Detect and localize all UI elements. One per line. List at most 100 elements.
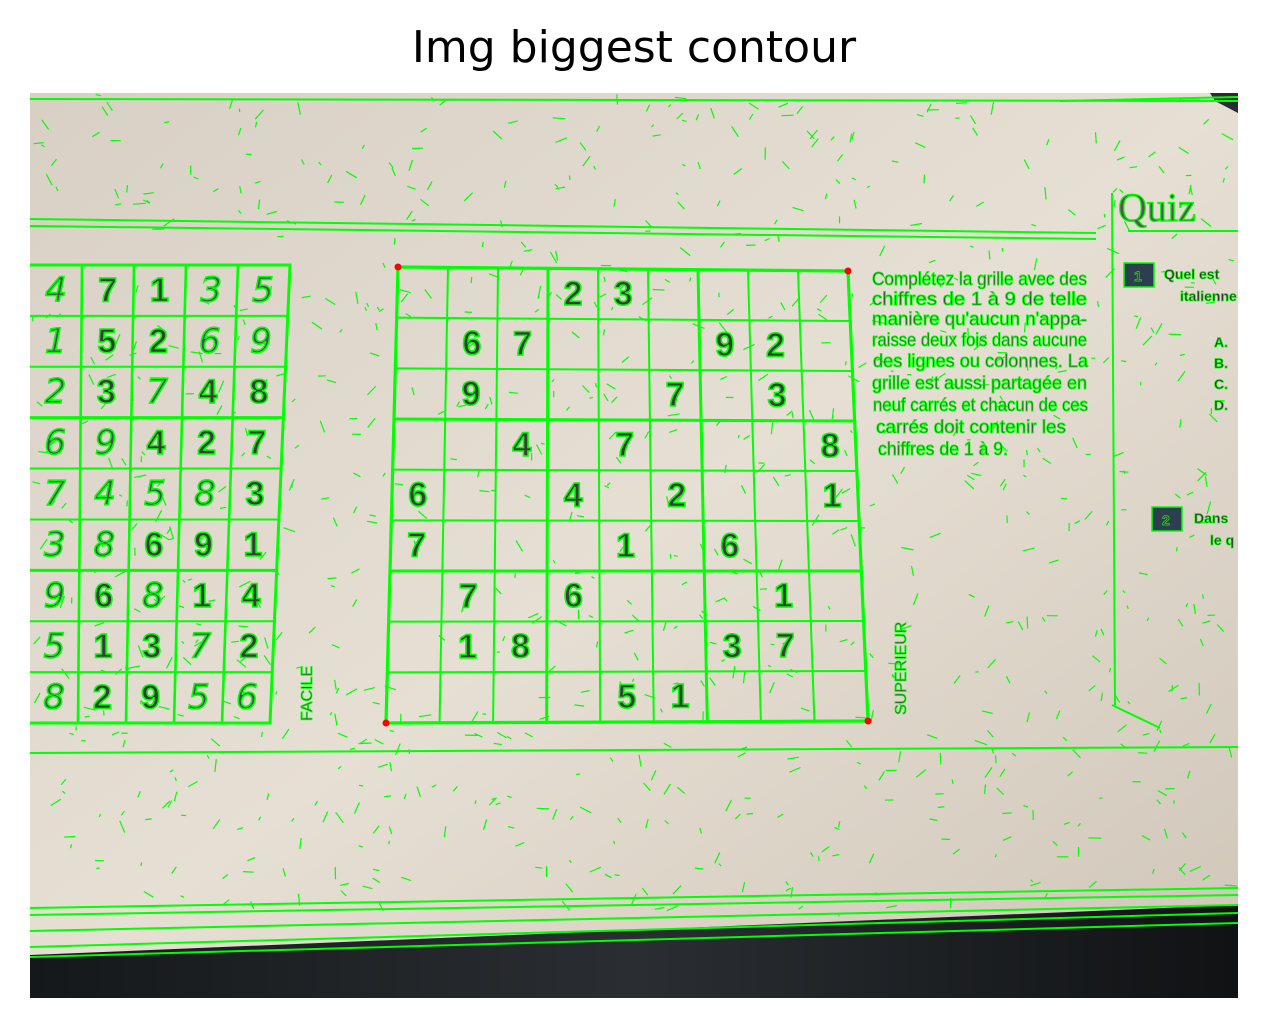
contour-speck [827,605,831,610]
contour-speck [816,308,822,312]
contour-speck [153,598,160,605]
left-cell-digit: 4 [147,424,166,462]
contour-speck [1100,692,1103,702]
contour-speck [178,605,185,609]
contour-speck [781,114,794,117]
contour-speck [366,385,377,396]
contour-speck [394,483,404,486]
contour-speck [916,114,924,117]
contour-speck [204,300,210,305]
contour-speck [62,790,66,795]
contour-speck [1159,657,1167,665]
label-facile: FACILE [299,666,316,721]
corner-bottom-left [382,719,390,727]
contour-speck [948,381,958,388]
contour-speck [1205,703,1212,714]
contour-speck [36,401,43,407]
contour-speck [654,906,665,910]
contour-speck [50,500,56,507]
left-cell-digit: 9 [250,321,272,361]
contour-speck [593,301,598,308]
contour-speck [555,186,566,190]
contour-speck [143,890,154,898]
contour-speck [724,464,727,474]
contour-speck [1163,828,1168,839]
contour-speck [196,623,202,626]
contour-speck [593,165,597,170]
contour-speck [619,681,625,690]
contour-speck [817,856,820,862]
contour-speck [891,474,899,484]
main-grid-hline [391,519,860,522]
main-cell-digit: 7 [776,627,795,665]
contour-speck [61,502,67,509]
contour-speck [157,325,167,333]
contour-speck [987,658,996,669]
contour-speck [372,701,381,705]
instruction-line: manière qu'aucun n'appa- [872,309,1087,329]
contour-speck [107,373,117,378]
contour-speck [808,409,815,421]
contour-speck [264,637,269,649]
contour-speck [358,784,364,787]
contour-speck [1046,139,1050,146]
contour-speck [507,795,512,799]
contour-speck [582,155,591,167]
contour-speck [774,219,778,225]
contour-speck [928,259,936,264]
contour-speck [731,126,739,138]
contour-speck [666,496,670,507]
contour-speck [237,209,242,214]
contour-speck [1023,159,1030,170]
page-edge-lines [30,96,1238,958]
contour-speck [549,251,558,264]
contour-speck [720,375,728,380]
contour-speck [1026,712,1031,723]
contour-speck [851,177,857,181]
contour-speck [1222,177,1225,183]
contour-speck [604,873,612,879]
contour-speck [339,328,343,333]
contour-speck [664,278,671,283]
contour-speck [382,262,386,268]
contour-speck [137,376,141,380]
contour-speck [953,675,961,684]
contour-speck [1030,882,1041,887]
contour-speck [1187,770,1191,779]
contour-speck [603,276,606,283]
contour-speck [114,334,121,346]
main-cell-digit: 1 [671,678,690,716]
contour-speck [242,319,246,326]
contour-speck [626,599,633,605]
main-cell-digit: 1 [823,477,842,515]
contour-speck [743,343,755,351]
contour-speck [180,895,185,898]
contour-speck [1146,617,1150,622]
contour-speck [718,322,728,333]
contour-speck [952,426,960,437]
main-cell-digit: 1 [774,577,793,615]
contour-speck [146,199,151,204]
contour-speck [574,572,581,574]
contour-speck [212,819,221,830]
contour-speck [413,540,417,548]
contour-speck [1177,618,1184,627]
instruction-line: chiffres de 1 à 9 de telle [872,289,1087,309]
main-cell-digit: 7 [513,325,532,363]
left-cell-digit: 3 [200,270,222,310]
contour-speck [608,431,617,440]
contour-speck [798,905,804,910]
contour-speck [1224,884,1237,887]
contour-speck [709,677,716,686]
contour-speck [301,707,311,710]
contour-speck [69,732,74,736]
contour-speck [845,740,853,748]
contour-speck [355,291,359,304]
contour-speck [891,160,899,163]
contour-speck [167,800,173,808]
contour-speck [619,284,625,290]
contour-speck [716,200,721,207]
contour-speck [468,341,476,347]
contour-speck [141,451,146,456]
contour-speck [603,393,609,402]
